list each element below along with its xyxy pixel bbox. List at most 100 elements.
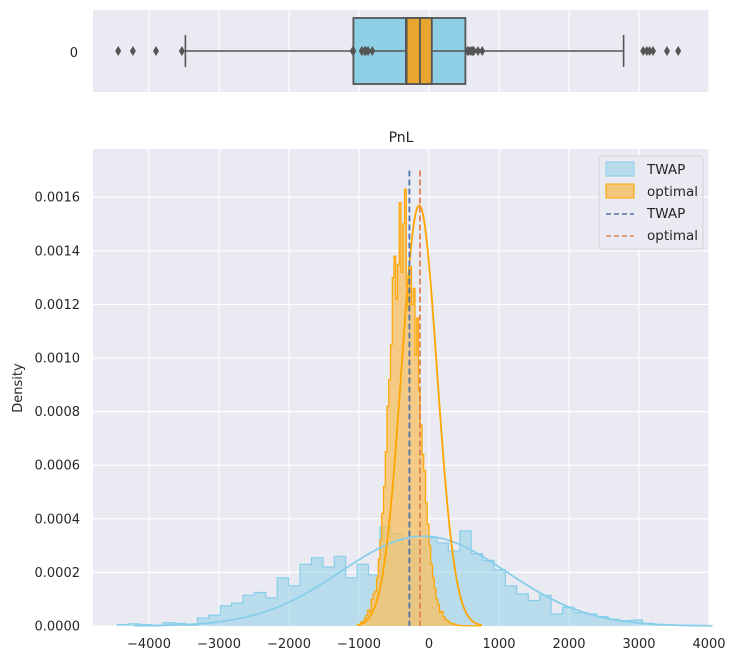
hist-bar [300,564,312,626]
hist-bar [455,624,457,626]
legend-swatch-optimal-hist [605,183,635,199]
legend: TWAP optimal TWAP optimal [598,155,704,250]
hist-bar [208,615,221,626]
hist-bar [402,224,405,627]
boxplot-category-label: 0 [70,46,78,61]
hist-bar [357,564,369,626]
hist-bar [450,623,452,626]
hist-bar [444,619,447,626]
hist-bar [427,524,429,626]
outlier-point [153,46,159,56]
hist-bar [243,595,255,626]
x-tick-label: −1000 [337,637,381,652]
legend-box [598,155,704,250]
outlier-point [640,46,647,56]
hist-bar [334,556,346,626]
hist-bar [390,344,393,626]
hist-bar [432,577,435,626]
hist-bar [608,619,620,626]
boxplot-panel: 0 [70,10,710,92]
outlier-point [178,46,185,56]
histogram-lines [134,170,713,627]
hist-bar [425,502,428,626]
hist-bar [288,585,301,626]
hist-bar [443,616,445,626]
hist-bar [254,592,266,626]
legend-label-optimal-line: optimal [647,228,698,244]
hist-bar [383,486,386,626]
hist-bar [453,623,456,626]
hist-bar [374,591,377,626]
hist-bar [345,577,358,626]
outlier-point [349,46,356,56]
hist-bar [441,611,443,626]
outlier-point [129,46,136,56]
y-tick-label: 0.0016 [35,191,81,206]
hist-bar [395,299,398,626]
hist-bar [415,355,417,626]
x-axis-ticks: −4000 −3000 −2000 −1000 0 1000 2000 3000 4000 [127,637,726,652]
hist-bar [585,613,597,626]
x-tick-label: 3000 [622,637,655,652]
hist-outline [358,188,483,627]
y-tick-label: 0.0000 [35,620,81,635]
y-tick-label: 0.0010 [35,352,81,367]
hist-bar [448,550,460,626]
hist-bar [471,553,483,626]
x-tick-label: 2000 [552,637,585,652]
hist-bar [362,623,365,626]
x-tick-label: −2000 [267,637,311,652]
hist-bar [437,604,440,626]
x-tick-label: −4000 [127,637,171,652]
hist-bar [277,577,289,626]
hist-bar [117,624,129,626]
hist-bar [399,202,401,626]
hist-bar [392,277,394,626]
y-tick-label: 0.0012 [35,298,81,313]
chart-title: PnL [389,130,414,146]
legend-label-twap-line: TWAP [646,206,685,222]
hist-bar [231,603,244,626]
hist-bar [482,560,495,626]
y-tick-label: 0.0004 [35,512,81,527]
legend-label-optimal-hist: optimal [647,184,698,200]
box-optimal [349,17,486,85]
hist-bar [429,545,431,626]
hist-bar [494,569,506,626]
hist-bar [528,600,540,626]
hist-bar [220,605,232,626]
outlier-point [361,46,368,56]
hist-bar [562,607,574,626]
histogram-panel: PnL −4000 −3000 −2000 −1000 0 1000 2000 3000 400… [11,130,726,652]
x-tick-label: 4000 [692,637,725,652]
outlier-point [664,46,670,56]
hist-bar [311,557,323,626]
hist-bar [539,595,552,626]
hist-bar [573,612,586,626]
y-tick-label: 0.0014 [35,244,81,259]
hist-bar [434,588,436,626]
outlier-point [646,46,653,56]
hist-bar [436,542,449,626]
hist-bar [406,285,408,626]
outlier-point [365,46,372,56]
outlier-point [650,46,656,56]
hist-bar [322,567,335,626]
hist-bar [404,189,407,626]
hist-bar [459,530,472,626]
hist-bar [436,599,438,626]
hist-bar [420,425,422,626]
hist-bar [551,613,563,626]
outlier-point [475,46,481,56]
hist-bar [387,406,389,626]
hist-bar [197,617,209,626]
hist-bar [369,612,372,626]
hist-bar [448,621,450,626]
hist-bar [411,304,414,626]
hist-bar [416,317,419,626]
hist-bar [423,470,426,626]
legend-swatch-twap-hist [605,161,635,177]
x-tick-label: −3000 [197,637,241,652]
hist-bar [388,379,391,626]
